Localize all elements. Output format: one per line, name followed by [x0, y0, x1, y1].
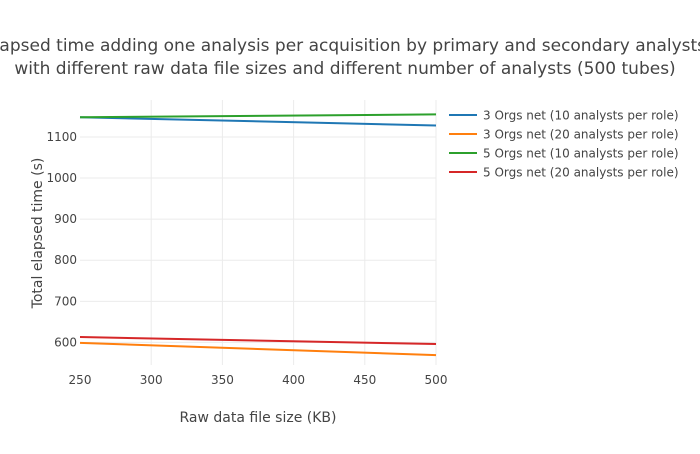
- x-tick-label: 400: [282, 373, 305, 387]
- legend-label: 3 Orgs net (20 analysts per role): [483, 128, 679, 142]
- legend-label: 5 Orgs net (20 analysts per role): [483, 166, 679, 180]
- legend-label: 3 Orgs net (10 analysts per role): [483, 109, 679, 123]
- legend-item[interactable]: 5 Orgs net (10 analysts per role): [449, 147, 679, 161]
- x-axis-ticks: 250 300 350 400 450 500: [69, 373, 448, 387]
- x-tick-label: 250: [69, 373, 92, 387]
- y-tick-label: 600: [54, 335, 77, 349]
- y-tick-label: 700: [54, 294, 77, 308]
- y-tick-label: 1000: [46, 171, 77, 185]
- x-tick-label: 300: [140, 373, 163, 387]
- series-line: [79, 116, 437, 127]
- grid: [80, 100, 437, 365]
- legend-item[interactable]: 5 Orgs net (20 analysts per role): [449, 166, 679, 180]
- legend[interactable]: 3 Orgs net (10 analysts per role) 3 Orgs…: [449, 109, 679, 180]
- x-tick-label: 350: [211, 373, 234, 387]
- legend-label: 5 Orgs net (10 analysts per role): [483, 147, 679, 161]
- y-tick-label: 800: [54, 253, 77, 267]
- chart-title-line-2: with different raw data file sizes and d…: [14, 59, 675, 79]
- chart-title-line-1: Elapsed time adding one analysis per acq…: [0, 36, 700, 56]
- y-tick-label: 900: [54, 212, 77, 226]
- x-tick-label: 500: [425, 373, 448, 387]
- legend-item[interactable]: 3 Orgs net (10 analysts per role): [449, 109, 679, 123]
- series-line: [79, 336, 437, 346]
- y-tick-label: 1100: [46, 130, 77, 144]
- y-axis-ticks: 600 700 800 900 1000 1100: [46, 130, 77, 349]
- x-axis-title: Raw data file size (KB): [180, 410, 337, 426]
- y-axis-title: Total elapsed time (s): [30, 158, 46, 310]
- series-line: [79, 341, 437, 357]
- series-lines: [79, 113, 437, 357]
- legend-item[interactable]: 3 Orgs net (20 analysts per role): [449, 128, 679, 142]
- x-tick-label: 450: [353, 373, 376, 387]
- series-line: [79, 113, 437, 119]
